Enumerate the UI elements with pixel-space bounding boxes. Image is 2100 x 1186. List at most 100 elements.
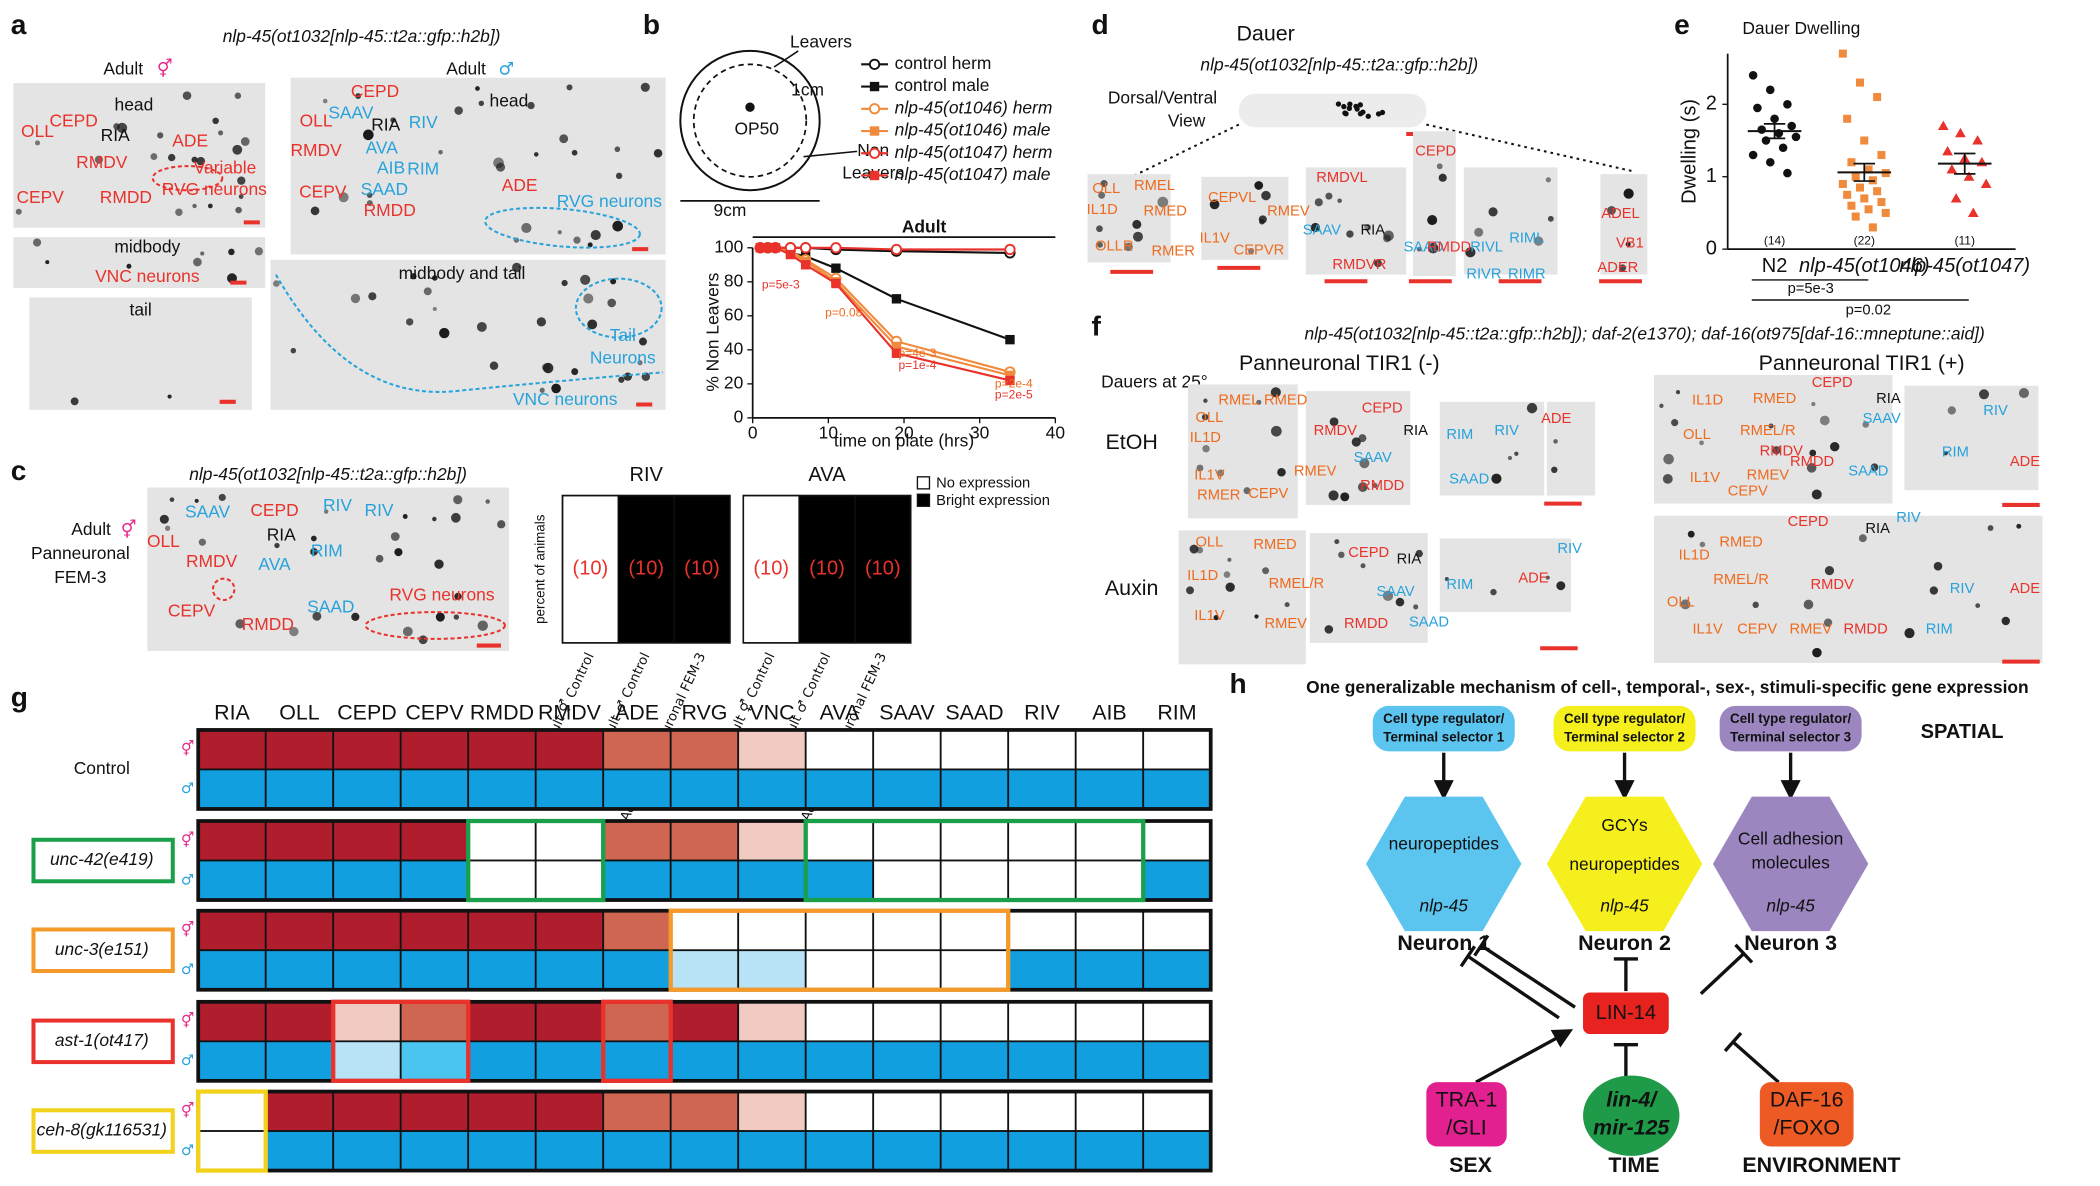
label: Dauer Dwelling <box>1742 18 1860 38</box>
point <box>1791 132 1801 142</box>
label: p=0.08 <box>825 306 862 320</box>
nucleus <box>1811 402 1816 407</box>
micrograph <box>1654 515 2043 663</box>
point <box>868 58 881 70</box>
nucleus <box>1186 586 1194 595</box>
label: SAAD <box>307 597 354 617</box>
micrograph <box>1305 391 1411 505</box>
label: CEPV <box>405 701 464 725</box>
nucleus <box>1372 482 1378 489</box>
point <box>1847 158 1856 167</box>
nucleus <box>1830 441 1840 452</box>
label: RIM <box>1942 445 1969 461</box>
label: RIM <box>1446 427 1473 443</box>
label: SAAD <box>361 179 408 199</box>
label: Cell type regulator/ <box>1564 711 1685 726</box>
cell <box>669 729 740 771</box>
point <box>830 242 842 254</box>
label: IL1D <box>1087 202 1118 218</box>
nucleus <box>1858 534 1867 543</box>
point <box>1963 171 1975 181</box>
cell <box>872 1090 942 1132</box>
label: CEPV <box>16 187 64 207</box>
nucleus <box>394 548 403 557</box>
nucleus <box>1340 492 1350 502</box>
nucleus <box>167 394 172 399</box>
cell <box>602 1040 672 1082</box>
label: nlp-45(ot1047) herm <box>895 142 1053 162</box>
nucleus <box>323 509 329 514</box>
line <box>1466 954 1560 1020</box>
label: RIA <box>371 115 400 135</box>
point <box>1937 120 1949 131</box>
cell <box>1142 949 1212 991</box>
point <box>1950 193 1962 203</box>
label: RIVR <box>1466 266 1501 282</box>
nucleus <box>614 146 621 153</box>
label: RIV <box>1950 581 1975 597</box>
point <box>831 263 841 273</box>
label: IL1D <box>1692 392 1723 408</box>
label: RIV <box>1557 541 1582 557</box>
label: FEM-3 <box>54 567 106 587</box>
nucleus <box>521 222 532 233</box>
cell <box>197 1090 267 1132</box>
nucleus <box>580 274 591 285</box>
point <box>1855 183 1865 192</box>
label: 2 <box>1706 93 1717 115</box>
nucleus <box>1201 413 1209 421</box>
nucleus <box>583 293 594 304</box>
label: EtOH <box>1106 430 1158 454</box>
nucleus <box>1803 599 1814 610</box>
nucleus <box>1329 417 1339 427</box>
line <box>1459 945 1476 968</box>
nucleus <box>1675 390 1681 395</box>
label: RMED <box>1253 537 1296 553</box>
point <box>891 294 902 304</box>
cell <box>534 820 605 862</box>
nucleus <box>571 368 579 376</box>
cell <box>669 768 740 810</box>
nucleus <box>159 514 169 524</box>
label: 60 <box>724 304 743 324</box>
point <box>755 243 765 253</box>
label: IL1D <box>1679 548 1710 564</box>
point <box>1004 243 1016 256</box>
label: p=4e-3 <box>898 346 936 360</box>
label: Adult <box>902 216 947 236</box>
label: IL1V <box>1194 608 1224 624</box>
label: nlp-45(ot1046) herm <box>895 97 1053 117</box>
label: 0 <box>734 406 744 426</box>
label: OLL <box>1195 410 1223 426</box>
label: Cell adhesion <box>1738 828 1843 848</box>
label: (10) <box>865 558 901 580</box>
cell <box>1007 820 1077 862</box>
label: 0 <box>1706 237 1717 259</box>
cell <box>467 909 537 952</box>
nucleus <box>1353 103 1359 110</box>
nucleus <box>557 230 562 235</box>
label: RIV <box>323 495 352 515</box>
nucleus <box>1979 389 1990 400</box>
point <box>869 81 880 92</box>
cell <box>804 1130 875 1172</box>
highlight <box>466 818 606 903</box>
label: ADE <box>2010 581 2040 597</box>
nucleus <box>1337 198 1342 204</box>
nucleus <box>1325 192 1333 200</box>
label: IL1V <box>1692 621 1722 637</box>
label: molecules <box>1751 852 1830 872</box>
label: SAAV <box>1863 411 1901 427</box>
nucleus <box>566 84 573 91</box>
nucleus <box>218 130 224 136</box>
label: SAAV <box>185 502 231 522</box>
label: RMDD <box>242 614 294 634</box>
micrograph <box>1309 533 1428 643</box>
label: Variable <box>194 157 257 177</box>
cell <box>264 909 335 952</box>
nucleus <box>1823 618 1833 627</box>
cell <box>737 1090 807 1132</box>
nucleus <box>1474 227 1484 237</box>
label: p=2e-4 <box>995 377 1033 391</box>
